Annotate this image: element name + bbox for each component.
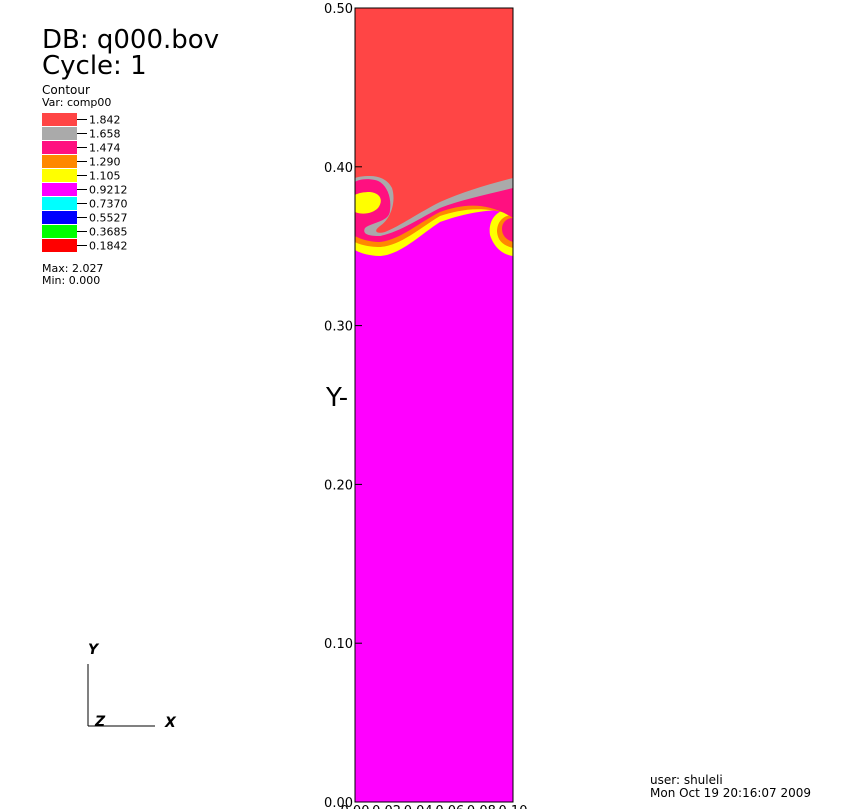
y-axis: 0.50 0.40 0.30 0.20 0.10 0.00 [324,2,362,809]
var-name: Var: comp00 [42,96,111,109]
legend-swatch [42,169,77,182]
db-title: DB: q000.bov [42,25,219,55]
legend-swatch [42,197,77,210]
triad-x: X [164,715,177,731]
y-tick-label: 0.00 [324,796,353,809]
x-tick-label: 0.02 [372,804,401,809]
legend-label: 1.658 [89,128,121,141]
legend-swatch [42,183,77,196]
user: user: shuleli [650,773,723,787]
legend: 1.8421.6581.4741.2901.1050.92120.73700.5… [42,113,128,253]
axis-triad: Y Z X [87,642,177,731]
band [355,8,513,233]
date: Mon Oct 19 20:16:07 2009 [650,786,811,800]
y-axis-title: Y- [325,383,348,413]
x-tick-label: 0.00 [341,804,370,809]
legend-label: 0.7370 [89,198,128,211]
legend-label: 0.9212 [89,184,128,197]
y-tick-label: 0.40 [324,161,353,176]
legend-label: 0.5527 [89,212,128,225]
contour-plot [354,7,514,803]
legend-swatch [42,155,77,168]
x-tick-label: 0.08 [467,804,496,809]
x-tick-label: 0.10 [499,804,528,809]
legend-swatch [42,141,77,154]
x-axis: 0.000.020.040.060.080.10 [341,804,528,809]
legend-label: 0.1842 [89,240,128,253]
y-tick-label: 0.20 [324,478,353,493]
x-tick-label: 0.04 [404,804,433,809]
legend-label: 1.474 [89,142,121,155]
legend-label: 0.3685 [89,226,128,239]
y-tick-label: 0.50 [324,2,353,17]
legend-swatch [42,211,77,224]
max: Max: 2.027 [42,262,103,275]
band [355,192,381,214]
plot-type: Contour [42,83,90,97]
triad-y: Y [88,642,100,658]
legend-label: 1.105 [89,170,121,183]
plot-frame [354,7,514,803]
legend-swatch [42,225,77,238]
legend-label: 1.842 [89,114,121,127]
cycle: Cycle: 1 [42,51,147,81]
legend-swatch [42,127,77,140]
legend-label: 1.290 [89,156,121,169]
x-tick-label: 0.06 [435,804,464,809]
min: Min: 0.000 [42,274,100,287]
triad-z: Z [94,714,106,730]
y-tick-label: 0.10 [324,637,353,652]
legend-swatch [42,239,77,252]
y-tick-label: 0.30 [324,320,353,335]
legend-swatch [42,113,77,126]
